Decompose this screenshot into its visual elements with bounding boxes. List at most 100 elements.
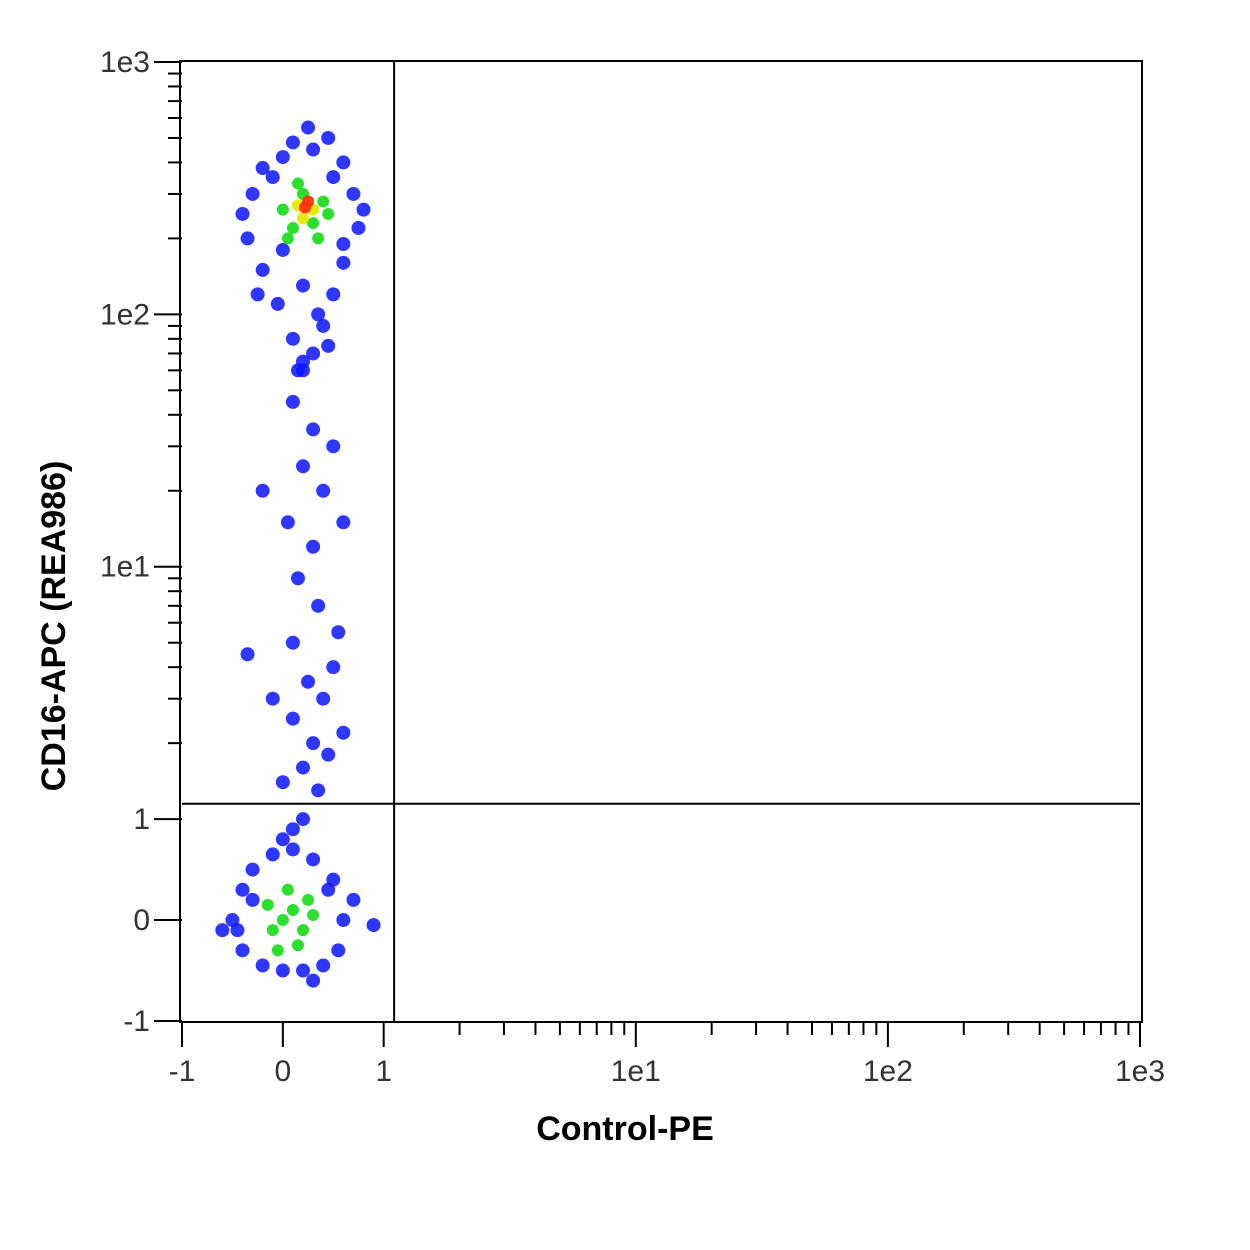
data-point bbox=[351, 220, 366, 235]
data-point bbox=[316, 483, 331, 498]
data-point bbox=[336, 725, 351, 740]
data-point bbox=[290, 571, 305, 586]
data-point bbox=[346, 892, 361, 907]
x-tick-label: 1 bbox=[375, 1055, 392, 1088]
data-point bbox=[286, 903, 299, 916]
plot-frame bbox=[179, 60, 1143, 1023]
data-point bbox=[240, 231, 255, 246]
data-point bbox=[270, 296, 285, 311]
data-point bbox=[230, 923, 245, 938]
data-point bbox=[275, 963, 290, 978]
data-point bbox=[326, 287, 341, 302]
x-axis-title: Control-PE bbox=[536, 1110, 714, 1148]
data-point bbox=[306, 422, 321, 437]
data-point bbox=[281, 232, 294, 245]
data-point bbox=[306, 736, 321, 751]
x-tick-label: 0 bbox=[274, 1055, 291, 1088]
data-point bbox=[306, 142, 321, 157]
data-point bbox=[291, 177, 304, 190]
data-point bbox=[331, 943, 346, 958]
data-point bbox=[306, 852, 321, 867]
data-point bbox=[235, 206, 250, 221]
data-point bbox=[296, 963, 311, 978]
x-tick-label: 1e3 bbox=[1115, 1055, 1165, 1088]
data-point bbox=[296, 760, 311, 775]
y-tick-label: 1e3 bbox=[100, 46, 150, 79]
data-point bbox=[286, 221, 299, 234]
data-point bbox=[326, 170, 341, 185]
data-point bbox=[266, 924, 279, 937]
x-tick-label: -1 bbox=[169, 1055, 196, 1088]
data-point bbox=[285, 635, 300, 650]
data-point bbox=[321, 338, 336, 353]
y-tick-label: 1e1 bbox=[100, 551, 150, 584]
data-point bbox=[296, 278, 311, 293]
data-point bbox=[336, 515, 351, 530]
data-point bbox=[275, 775, 290, 790]
y-tick-label: 1 bbox=[133, 803, 150, 836]
data-point bbox=[302, 195, 315, 208]
data-point bbox=[281, 883, 294, 896]
data-point bbox=[235, 943, 250, 958]
data-point bbox=[321, 130, 336, 145]
data-point bbox=[250, 287, 265, 302]
data-point bbox=[312, 232, 325, 245]
data-point bbox=[322, 207, 335, 220]
data-point bbox=[285, 842, 300, 857]
data-point bbox=[311, 783, 326, 798]
data-point bbox=[302, 893, 315, 906]
data-point bbox=[366, 918, 381, 933]
data-point bbox=[245, 892, 260, 907]
data-point bbox=[285, 331, 300, 346]
data-point bbox=[316, 318, 331, 333]
data-point bbox=[306, 973, 321, 988]
data-point bbox=[245, 862, 260, 877]
data-point bbox=[346, 186, 361, 201]
data-point bbox=[297, 212, 310, 225]
data-point bbox=[275, 242, 290, 257]
data-point bbox=[255, 958, 270, 973]
data-point bbox=[321, 747, 336, 762]
data-point bbox=[306, 539, 321, 554]
data-point bbox=[316, 958, 331, 973]
data-point bbox=[291, 939, 304, 952]
data-point bbox=[336, 155, 351, 170]
data-point bbox=[280, 515, 295, 530]
data-point bbox=[285, 394, 300, 409]
data-point bbox=[296, 459, 311, 474]
data-point bbox=[311, 307, 326, 322]
data-point bbox=[301, 674, 316, 689]
data-point bbox=[297, 924, 310, 937]
data-point bbox=[296, 363, 311, 378]
data-point bbox=[317, 195, 330, 208]
data-point bbox=[321, 882, 336, 897]
data-point bbox=[356, 202, 371, 217]
x-tick-label: 1e2 bbox=[863, 1055, 913, 1088]
data-point bbox=[271, 944, 284, 957]
data-point bbox=[275, 150, 290, 165]
x-tick-label: 1e1 bbox=[611, 1055, 661, 1088]
data-point bbox=[307, 909, 320, 922]
data-point bbox=[240, 647, 255, 662]
data-point bbox=[336, 255, 351, 270]
data-point bbox=[235, 882, 250, 897]
data-point bbox=[336, 237, 351, 252]
y-tick-label: -1 bbox=[123, 1005, 150, 1038]
data-point bbox=[307, 217, 320, 230]
data-point bbox=[276, 203, 289, 216]
data-point bbox=[285, 135, 300, 150]
data-point bbox=[306, 346, 321, 361]
data-point bbox=[285, 822, 300, 837]
data-point bbox=[326, 660, 341, 675]
data-point bbox=[255, 161, 270, 176]
data-point bbox=[261, 898, 274, 911]
y-tick-label: 0 bbox=[133, 904, 150, 937]
data-point bbox=[245, 186, 260, 201]
data-point bbox=[276, 914, 289, 927]
data-point bbox=[301, 120, 316, 135]
data-point bbox=[336, 913, 351, 928]
data-point bbox=[215, 923, 230, 938]
y-axis-title: CD16-APC (REA986) bbox=[35, 461, 73, 792]
data-point bbox=[265, 691, 280, 706]
